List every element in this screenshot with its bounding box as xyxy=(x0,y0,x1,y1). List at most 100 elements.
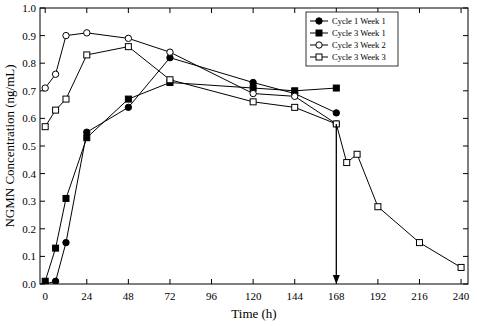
x-tick xyxy=(211,279,212,284)
x-tick-label: 0 xyxy=(42,290,48,302)
chart: 0244872961201441681922162400.00.10.20.30… xyxy=(0,0,477,326)
x-tick-top xyxy=(169,8,170,13)
x-tick xyxy=(86,279,87,284)
y-tick-right xyxy=(463,228,468,229)
data-point xyxy=(250,90,256,96)
data-point xyxy=(53,107,59,113)
data-point xyxy=(354,151,360,157)
data-point xyxy=(42,278,48,284)
x-tick-top xyxy=(45,8,46,13)
x-tick-label: 168 xyxy=(328,290,345,302)
data-point xyxy=(167,49,173,55)
y-tick-label: 0.4 xyxy=(22,168,36,180)
data-point xyxy=(52,278,58,284)
data-point xyxy=(52,71,58,77)
y-tick-right xyxy=(463,173,468,174)
y-tick-right xyxy=(463,146,468,147)
data-point xyxy=(344,160,350,166)
y-tick-right xyxy=(463,284,468,285)
x-tick xyxy=(128,279,129,284)
x-tick xyxy=(294,279,295,284)
x-tick-label: 216 xyxy=(411,290,428,302)
y-tick-label: 0.2 xyxy=(22,223,36,235)
y-tick-right xyxy=(463,118,468,119)
legend-label: Cycle 3 Week 2 xyxy=(332,40,386,50)
y-tick xyxy=(40,63,45,64)
data-point xyxy=(125,35,131,41)
legend-label: Cycle 1 Week 1 xyxy=(332,16,386,26)
y-tick xyxy=(40,8,45,9)
y-tick xyxy=(40,256,45,257)
arrow-shaft xyxy=(336,124,337,278)
data-point xyxy=(42,85,48,91)
y-tick-label: 1.0 xyxy=(22,2,36,14)
y-tick xyxy=(40,173,45,174)
data-point xyxy=(84,30,90,36)
y-tick-right xyxy=(463,256,468,257)
x-tick xyxy=(419,279,420,284)
y-tick-label: 0.3 xyxy=(22,195,36,207)
y-tick xyxy=(40,118,45,119)
y-tick-label: 0.1 xyxy=(22,250,36,262)
x-tick-label: 192 xyxy=(370,290,387,302)
y-tick xyxy=(40,228,45,229)
y-tick-label: 0.0 xyxy=(22,278,36,290)
y-axis-label: NGMN Concentration (ng/mL) xyxy=(2,64,17,227)
y-tick-right xyxy=(463,90,468,91)
x-tick-top xyxy=(86,8,87,13)
x-tick-top xyxy=(461,8,462,13)
data-point xyxy=(416,240,422,246)
background xyxy=(0,0,477,326)
x-axis-label: Time (h) xyxy=(231,306,276,321)
data-point xyxy=(167,77,173,83)
x-tick xyxy=(253,279,254,284)
data-point xyxy=(84,52,90,58)
data-point xyxy=(84,135,90,141)
data-point xyxy=(125,96,131,102)
data-point xyxy=(125,104,131,110)
legend-marker xyxy=(316,42,322,48)
plot-frame xyxy=(40,8,468,284)
legend-label: Cycle 3 Week 1 xyxy=(332,28,386,38)
legend-box xyxy=(306,12,398,66)
y-tick-right xyxy=(463,63,468,64)
x-tick-top xyxy=(294,8,295,13)
x-tick-label: 24 xyxy=(81,290,93,302)
legend-marker xyxy=(316,54,322,60)
data-point xyxy=(63,239,69,245)
series-line xyxy=(45,83,336,282)
arrow-head xyxy=(333,275,340,284)
data-point xyxy=(125,44,131,50)
y-tick-label: 0.9 xyxy=(22,30,36,42)
data-point xyxy=(42,124,48,130)
y-tick-label: 0.8 xyxy=(22,57,36,69)
x-tick xyxy=(377,279,378,284)
x-tick-top xyxy=(253,8,254,13)
x-tick-top xyxy=(419,8,420,13)
data-point xyxy=(292,93,298,99)
x-tick-label: 144 xyxy=(286,290,303,302)
data-point xyxy=(63,195,69,201)
data-point xyxy=(63,96,69,102)
x-tick-top xyxy=(211,8,212,13)
series-line xyxy=(45,33,336,124)
data-point xyxy=(333,110,339,116)
data-point xyxy=(63,32,69,38)
data-point xyxy=(292,104,298,110)
x-tick-top xyxy=(128,8,129,13)
data-point xyxy=(250,99,256,105)
y-tick-right xyxy=(463,35,468,36)
data-point xyxy=(375,204,381,210)
x-tick xyxy=(169,279,170,284)
y-tick-right xyxy=(463,201,468,202)
y-tick xyxy=(40,201,45,202)
legend-label: Cycle 3 Week 3 xyxy=(332,52,386,62)
y-tick-label: 0.7 xyxy=(22,85,36,97)
x-tick-label: 96 xyxy=(206,290,218,302)
x-tick-label: 72 xyxy=(164,290,175,302)
plot-area xyxy=(42,30,464,284)
x-tick xyxy=(461,279,462,284)
x-tick-label: 48 xyxy=(123,290,135,302)
data-point xyxy=(458,264,464,270)
data-point xyxy=(53,245,59,251)
